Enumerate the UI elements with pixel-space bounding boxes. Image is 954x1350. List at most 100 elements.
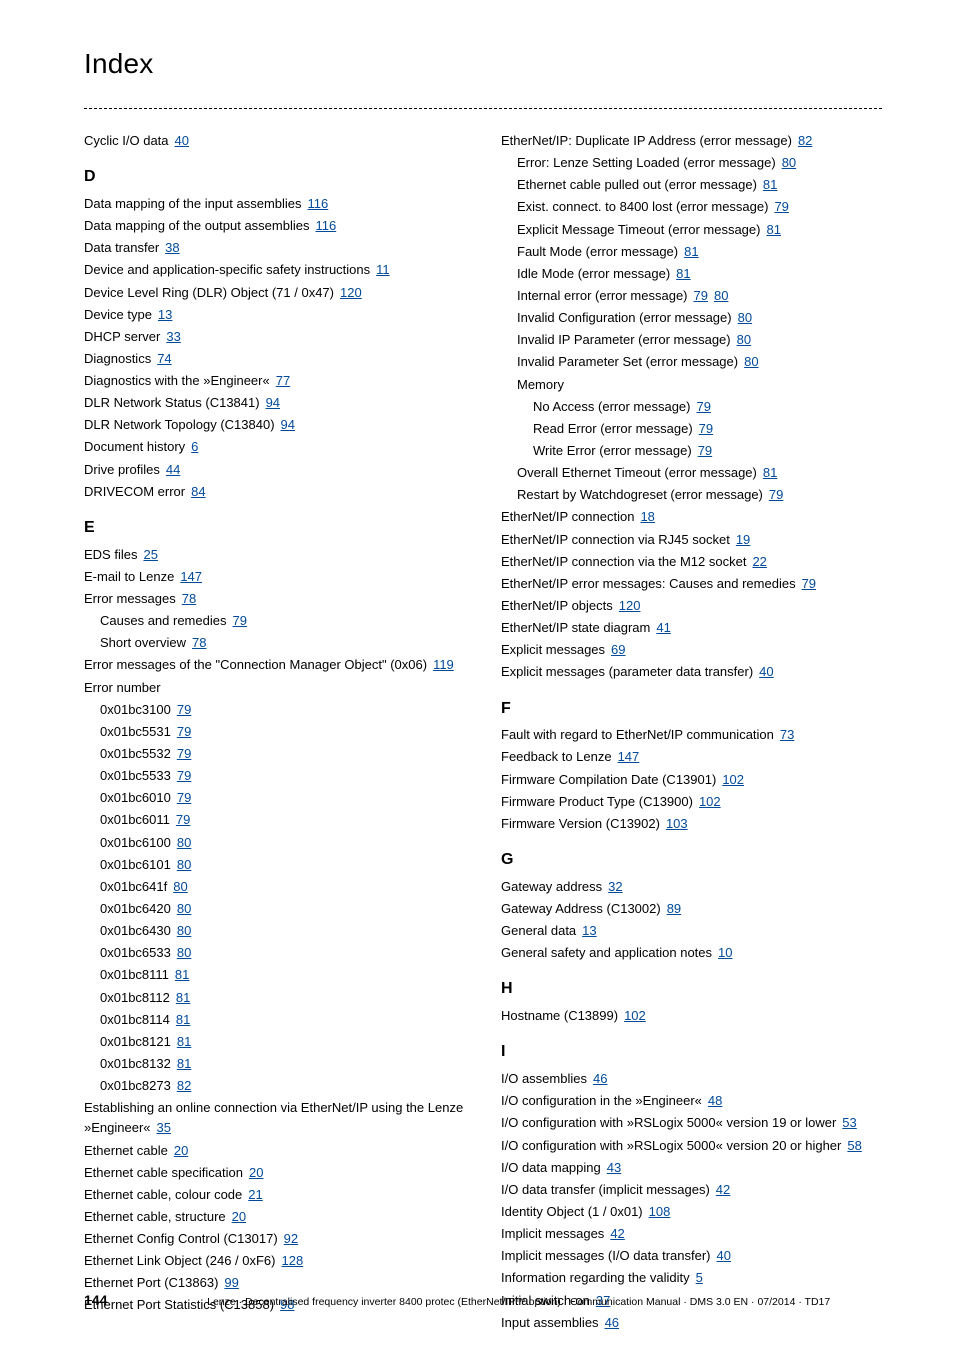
page-ref-link[interactable]: 69 xyxy=(605,642,625,657)
page-ref-link[interactable]: 10 xyxy=(712,945,732,960)
page-ref-link[interactable]: 40 xyxy=(753,664,773,679)
page-ref-link[interactable]: 108 xyxy=(643,1204,671,1219)
page-ref-link[interactable]: 82 xyxy=(171,1078,191,1093)
page-ref-link[interactable]: 79 xyxy=(796,576,816,591)
page-ref-link[interactable]: 82 xyxy=(792,133,812,148)
index-entry: EtherNet/IP connection via RJ45 socket19 xyxy=(501,530,882,550)
page-ref-link[interactable]: 78 xyxy=(186,635,206,650)
page-ref-link[interactable]: 94 xyxy=(275,417,295,432)
entry-text: Fault Mode (error message) xyxy=(517,244,678,259)
page-ref-link[interactable]: 147 xyxy=(612,749,640,764)
page-ref-link[interactable]: 79 xyxy=(171,768,191,783)
page-ref-link[interactable]: 79 xyxy=(763,487,783,502)
page-ref-link[interactable]: 20 xyxy=(243,1165,263,1180)
page-ref-link[interactable]: 80 xyxy=(171,945,191,960)
page-ref-link[interactable]: 92 xyxy=(278,1231,298,1246)
page-ref-link[interactable]: 74 xyxy=(151,351,171,366)
page-ref-link[interactable]: 11 xyxy=(370,262,390,277)
page-ref-link[interactable]: 81 xyxy=(170,1012,190,1027)
page-ref-link[interactable]: 53 xyxy=(836,1115,856,1130)
page-ref-link[interactable]: 33 xyxy=(160,329,180,344)
page-ref-link[interactable]: 120 xyxy=(334,285,362,300)
page-ref-link[interactable]: 80 xyxy=(732,310,752,325)
page-ref-link[interactable]: 80 xyxy=(171,923,191,938)
page-ref-link[interactable]: 22 xyxy=(746,554,766,569)
entry-text: Device and application-specific safety i… xyxy=(84,262,370,277)
page-ref-link[interactable]: 80 xyxy=(171,901,191,916)
page-ref-link[interactable]: 78 xyxy=(176,591,196,606)
page-ref-link[interactable]: 84 xyxy=(185,484,205,499)
page-ref-link[interactable]: 80 xyxy=(171,835,191,850)
page-ref-link[interactable]: 80 xyxy=(731,332,751,347)
page-ref-link[interactable]: 116 xyxy=(309,218,336,233)
page-ref-link[interactable]: 147 xyxy=(174,569,202,584)
page-ref-link[interactable]: 79 xyxy=(171,746,191,761)
page-ref-link[interactable]: 94 xyxy=(260,395,280,410)
page-ref-link[interactable]: 42 xyxy=(604,1226,624,1241)
page-ref-link[interactable]: 79 xyxy=(691,399,711,414)
page-ref-link[interactable]: 77 xyxy=(270,373,290,388)
page-ref-link[interactable]: 32 xyxy=(602,879,622,894)
page-ref-link[interactable]: 13 xyxy=(152,307,172,322)
page-ref-link[interactable]: 81 xyxy=(171,1034,191,1049)
page-ref-link[interactable]: 89 xyxy=(661,901,681,916)
page-ref-link[interactable]: 79 xyxy=(171,702,191,717)
page-ref-link[interactable]: 18 xyxy=(634,509,654,524)
page-ref-link[interactable]: 80 xyxy=(776,155,796,170)
page-ref-link[interactable]: 79 xyxy=(171,724,191,739)
page-ref-link[interactable]: 80 xyxy=(167,879,187,894)
page-ref-link[interactable]: 79 xyxy=(170,812,190,827)
page-ref-link[interactable]: 21 xyxy=(242,1187,262,1202)
page-ref-link[interactable]: 20 xyxy=(226,1209,246,1224)
page-ref-link[interactable]: 25 xyxy=(137,547,157,562)
page-ref-link[interactable]: 81 xyxy=(170,990,190,1005)
page-ref-link[interactable]: 81 xyxy=(757,177,777,192)
page-ref-link[interactable]: 20 xyxy=(168,1143,188,1158)
page-ref-link[interactable]: 43 xyxy=(601,1160,621,1175)
page-ref-link[interactable]: 79 xyxy=(226,613,246,628)
page-ref-link[interactable]: 79 xyxy=(693,421,713,436)
page-ref-link[interactable]: 40 xyxy=(169,133,189,148)
index-entry: Ethernet Config Control (C13017)92 xyxy=(84,1229,465,1249)
page-ref-link[interactable]: 102 xyxy=(716,772,744,787)
page-ref-link[interactable]: 81 xyxy=(670,266,690,281)
page-ref-link[interactable]: 103 xyxy=(660,816,688,831)
page-ref-link[interactable]: 80 xyxy=(708,288,728,303)
index-entry: EtherNet/IP connection18 xyxy=(501,507,882,527)
page-ref-link[interactable]: 42 xyxy=(710,1182,730,1197)
page-ref-link[interactable]: 6 xyxy=(185,439,198,454)
page-ref-link[interactable]: 46 xyxy=(599,1315,619,1330)
page-ref-link[interactable]: 81 xyxy=(678,244,698,259)
page-ref-link[interactable]: 128 xyxy=(275,1253,303,1268)
page-ref-link[interactable]: 81 xyxy=(760,222,780,237)
page-ref-link[interactable]: 5 xyxy=(690,1270,703,1285)
page-ref-link[interactable]: 80 xyxy=(171,857,191,872)
page-ref-link[interactable]: 79 xyxy=(768,199,788,214)
page-ref-link[interactable]: 79 xyxy=(171,790,191,805)
page-ref-link[interactable]: 19 xyxy=(730,532,750,547)
page-ref-link[interactable]: 79 xyxy=(688,288,708,303)
page-ref-link[interactable]: 44 xyxy=(160,462,180,477)
index-entry: Information regarding the validity5 xyxy=(501,1268,882,1288)
page-ref-link[interactable]: 79 xyxy=(692,443,712,458)
page-ref-link[interactable]: 81 xyxy=(169,967,189,982)
page-ref-link[interactable]: 40 xyxy=(711,1248,731,1263)
index-entry: Error: Lenze Setting Loaded (error messa… xyxy=(501,153,882,173)
page-ref-link[interactable]: 99 xyxy=(218,1275,238,1290)
page-ref-link[interactable]: 81 xyxy=(757,465,777,480)
page-ref-link[interactable]: 41 xyxy=(650,620,670,635)
page-ref-link[interactable]: 119 xyxy=(427,657,454,672)
page-ref-link[interactable]: 102 xyxy=(693,794,721,809)
page-ref-link[interactable]: 46 xyxy=(587,1071,607,1086)
page-ref-link[interactable]: 38 xyxy=(159,240,179,255)
page-ref-link[interactable]: 35 xyxy=(151,1120,171,1135)
page-ref-link[interactable]: 116 xyxy=(302,196,329,211)
page-ref-link[interactable]: 73 xyxy=(774,727,794,742)
page-ref-link[interactable]: 120 xyxy=(613,598,641,613)
page-ref-link[interactable]: 102 xyxy=(618,1008,646,1023)
page-ref-link[interactable]: 13 xyxy=(576,923,596,938)
page-ref-link[interactable]: 58 xyxy=(841,1138,861,1153)
page-ref-link[interactable]: 81 xyxy=(171,1056,191,1071)
page-ref-link[interactable]: 80 xyxy=(738,354,758,369)
page-ref-link[interactable]: 48 xyxy=(702,1093,722,1108)
